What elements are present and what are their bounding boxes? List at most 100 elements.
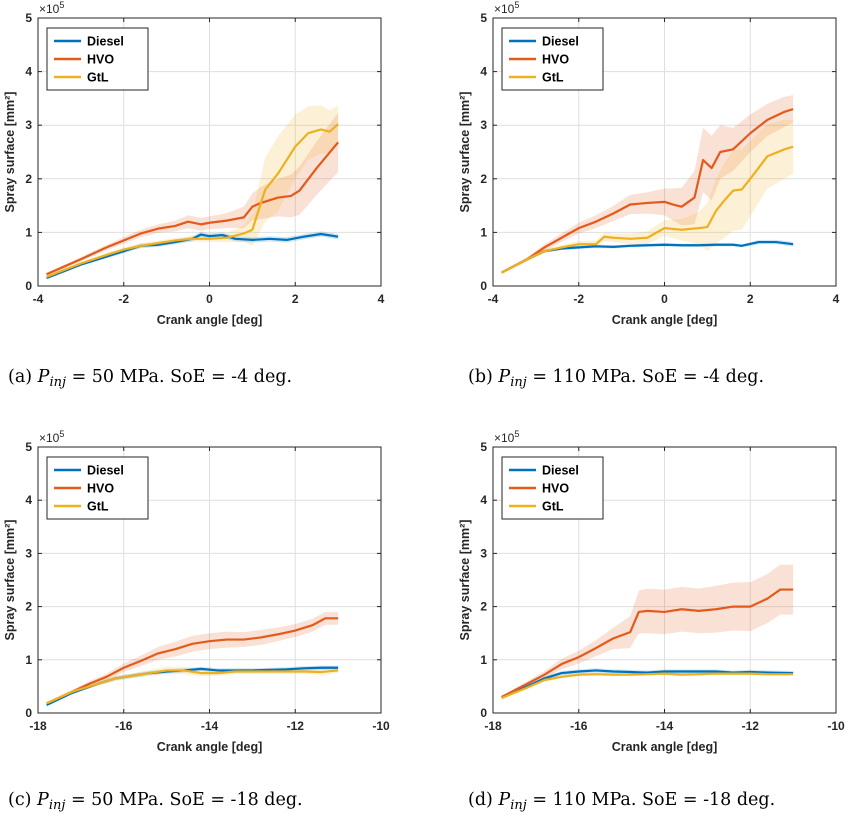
legend: Diesel HVO GtL: [501, 27, 604, 91]
band-gtl: [46, 666, 339, 705]
y-tick-label: 1: [480, 653, 487, 667]
band-hvo: [501, 95, 794, 274]
x-tick-label: -16: [570, 719, 588, 733]
caption-prefix: (d): [468, 790, 498, 810]
legend-label-hvo: HVO: [87, 53, 114, 67]
y-exponent-label: ×105: [39, 429, 64, 445]
legend: Diesel HVO GtL: [46, 27, 149, 91]
legend-label-diesel: Diesel: [87, 464, 124, 478]
y-tick-label: 5: [480, 11, 487, 25]
y-tick-label: 2: [25, 600, 32, 614]
caption-rest: = 50 MPa. SoE = -18 deg.: [65, 790, 302, 810]
legend-label-hvo: HVO: [87, 482, 114, 496]
x-tick-label: -14: [656, 719, 674, 733]
y-tick-label: 0: [25, 279, 32, 293]
x-tick-label: 4: [378, 292, 385, 306]
legend-label-diesel: Diesel: [542, 35, 579, 49]
y-tick-label: 3: [480, 118, 487, 132]
caption: (a) Pinj = 50 MPa. SoE = -4 deg.: [8, 367, 292, 390]
y-tick-label: 5: [480, 440, 487, 454]
caption-rest: = 110 MPa. SoE = -18 deg.: [527, 790, 775, 810]
x-tick-label: 2: [747, 292, 754, 306]
legend-label-gtl: GtL: [542, 500, 564, 514]
caption-prefix: (c): [8, 790, 37, 810]
x-tick-label: -4: [33, 292, 44, 306]
y-tick-label: 1: [480, 225, 487, 239]
x-tick-label: 2: [292, 292, 299, 306]
x-tick-label: -12: [287, 719, 305, 733]
y-axis-label: Spray surface [mm²]: [458, 92, 472, 213]
series-line-gtl: [46, 669, 339, 705]
y-tick-label: 3: [480, 546, 487, 560]
x-tick-label: 0: [661, 292, 668, 306]
caption-rest: = 50 MPa. SoE = -4 deg.: [66, 367, 292, 387]
series-line-diesel: [46, 232, 339, 279]
caption-subscript: inj: [510, 798, 527, 813]
x-tick-label: -12: [742, 719, 760, 733]
legend-label-hvo: HVO: [542, 482, 569, 496]
x-tick-label: -16: [115, 719, 133, 733]
y-tick-label: 2: [480, 172, 487, 186]
caption-symbol: P: [36, 790, 50, 810]
band-hvo: [501, 564, 794, 699]
caption-subscript: inj: [49, 798, 66, 813]
y-tick-label: 1: [25, 653, 32, 667]
series-line-gtl: [501, 145, 794, 274]
x-tick-label: -10: [372, 719, 390, 733]
caption: (b) Pinj = 110 MPa. SoE = -4 deg.: [468, 367, 764, 390]
y-exponent-power: 5: [514, 429, 519, 439]
caption-subscript: inj: [510, 375, 527, 390]
y-axis-label: Spray surface [mm²]: [3, 92, 17, 213]
y-tick-label: 5: [25, 11, 32, 25]
series-line-gtl: [46, 123, 339, 278]
x-tick-label: -10: [827, 719, 845, 733]
legend-box: [46, 27, 149, 91]
legend-label-gtl: GtL: [87, 500, 109, 514]
band-gtl: [46, 105, 339, 279]
caption-prefix: (b): [468, 367, 498, 387]
y-exponent-power: 5: [514, 0, 519, 10]
x-tick-label: 4: [833, 292, 840, 306]
y-exponent-label: ×105: [494, 0, 519, 16]
series-line-hvo: [501, 108, 794, 274]
caption-symbol: P: [497, 367, 511, 387]
x-tick-label: -2: [573, 292, 584, 306]
y-tick-label: 4: [25, 65, 32, 79]
legend-label-hvo: HVO: [542, 53, 569, 67]
y-tick-label: 5: [25, 440, 32, 454]
band-hvo: [46, 112, 339, 276]
x-tick-label: -18: [29, 719, 47, 733]
x-axis-label: Crank angle [deg]: [157, 313, 263, 327]
x-tick-label: -14: [201, 719, 219, 733]
caption-subscript: inj: [49, 375, 66, 390]
y-exponent-power: 5: [59, 429, 64, 439]
series-line-hvo: [46, 141, 339, 276]
y-tick-label: 0: [480, 706, 487, 720]
caption-symbol: P: [37, 367, 51, 387]
y-tick-label: 4: [480, 493, 487, 507]
y-tick-label: 0: [480, 279, 487, 293]
y-tick-label: 1: [25, 225, 32, 239]
band-hvo: [46, 611, 339, 705]
y-tick-label: 2: [25, 172, 32, 186]
y-tick-label: 3: [25, 546, 32, 560]
y-tick-label: 4: [25, 493, 32, 507]
y-tick-label: 3: [25, 118, 32, 132]
band-gtl: [501, 119, 794, 274]
caption-prefix: (a): [8, 367, 38, 387]
caption: (d) Pinj = 110 MPa. SoE = -18 deg.: [468, 790, 775, 813]
caption-symbol: P: [497, 790, 511, 810]
y-exponent-power: 5: [59, 0, 64, 10]
legend: Diesel HVO GtL: [501, 456, 604, 520]
series-line-hvo: [46, 617, 339, 705]
x-axis-label: Crank angle [deg]: [612, 740, 718, 754]
series-line-gtl: [501, 672, 794, 700]
legend-label-diesel: Diesel: [87, 35, 124, 49]
caption-rest: = 110 MPa. SoE = -4 deg.: [527, 367, 764, 387]
y-tick-label: 0: [25, 706, 32, 720]
